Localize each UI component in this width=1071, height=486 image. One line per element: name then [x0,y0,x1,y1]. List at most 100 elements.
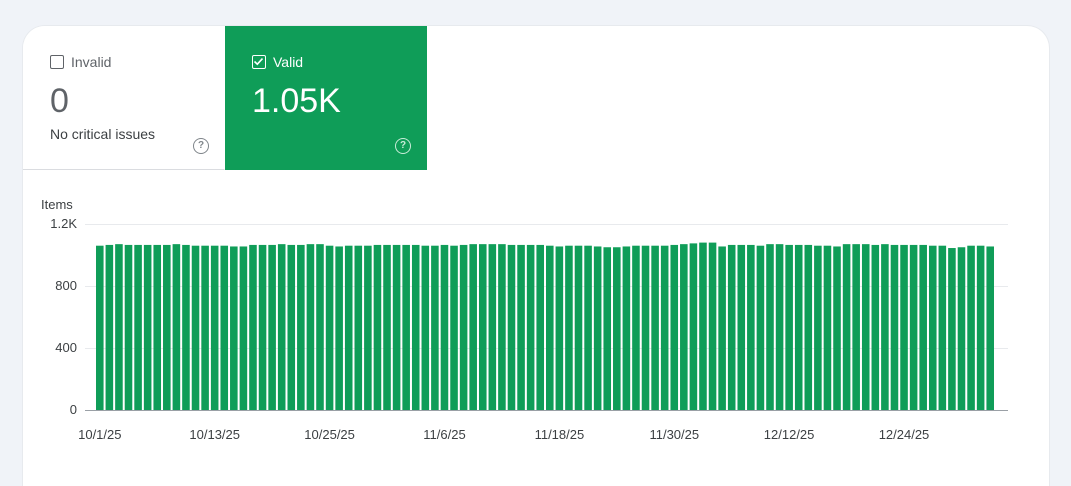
bar[interactable] [478,244,487,410]
bar[interactable] [900,244,908,410]
bar[interactable] [565,245,573,410]
bar[interactable] [546,245,554,410]
bar[interactable] [842,244,851,410]
bar[interactable] [967,245,975,410]
bar[interactable] [364,245,372,410]
bar[interactable] [411,244,420,410]
bar[interactable] [727,244,736,410]
bar[interactable] [861,244,870,410]
bar[interactable] [737,244,746,410]
bar[interactable] [660,245,669,410]
bar[interactable] [220,245,229,410]
bar[interactable] [785,244,793,410]
bar[interactable] [383,244,391,410]
bar[interactable] [143,244,152,410]
bar[interactable] [115,244,123,410]
bar[interactable] [517,244,525,410]
bar[interactable] [268,244,276,410]
bar[interactable] [344,245,353,410]
bar[interactable] [775,244,784,410]
bar[interactable] [957,247,966,410]
bar[interactable] [249,244,257,410]
bar[interactable] [277,244,286,410]
bar[interactable] [833,246,841,410]
bar[interactable] [421,245,430,410]
bar[interactable] [593,246,602,410]
bar[interactable] [603,247,612,410]
bar[interactable] [498,244,506,410]
bar[interactable] [948,248,956,410]
bar[interactable] [536,244,544,410]
bar[interactable] [747,244,755,410]
bar[interactable] [680,244,688,410]
bar[interactable] [163,244,171,410]
bar[interactable] [555,246,564,410]
bar[interactable] [938,245,947,410]
bar[interactable] [96,245,104,410]
bar[interactable] [919,244,927,410]
bar[interactable] [258,244,267,410]
bar[interactable] [699,242,707,410]
bar[interactable] [239,246,248,410]
invalid-tile[interactable]: Invalid 0 No critical issues ? [23,26,225,170]
bar[interactable] [852,244,860,410]
bar[interactable] [440,244,449,410]
bar[interactable] [507,244,516,410]
bar[interactable] [584,245,592,410]
bar[interactable] [134,244,142,410]
bar[interactable] [373,244,382,410]
bar[interactable] [469,244,477,410]
question-circle-icon[interactable]: ? [395,138,411,154]
question-circle-icon[interactable]: ? [193,138,209,154]
bar[interactable] [201,245,209,410]
bar[interactable] [392,244,401,410]
bar[interactable] [574,245,583,410]
bar[interactable] [191,245,200,410]
bar[interactable] [488,244,497,410]
invalid-checkbox[interactable] [50,55,64,69]
bar[interactable] [641,245,650,410]
bar[interactable] [172,244,181,410]
bar[interactable] [670,244,679,410]
bar[interactable] [708,242,717,410]
bar[interactable] [909,244,918,410]
bar[interactable] [316,244,324,410]
valid-tile[interactable]: Valid 1.05K ? [225,26,427,170]
bar[interactable] [459,244,468,410]
valid-checkbox[interactable] [252,55,266,69]
bar[interactable] [325,245,334,410]
bar[interactable] [814,245,822,410]
bar[interactable] [890,244,899,410]
bar[interactable] [105,244,114,410]
bar[interactable] [622,246,631,410]
bar[interactable] [450,245,458,410]
bar[interactable] [182,244,190,410]
bar[interactable] [526,244,535,410]
bar[interactable] [651,245,659,410]
bar[interactable] [976,245,985,410]
bar[interactable] [306,244,315,410]
bar[interactable] [756,245,765,410]
bar[interactable] [718,246,726,410]
bar[interactable] [402,244,410,410]
bar[interactable] [689,243,698,411]
bar[interactable] [794,244,803,410]
bar[interactable] [823,245,832,410]
bar[interactable] [124,244,133,410]
bar[interactable] [986,246,994,410]
bar[interactable] [297,244,305,410]
bar[interactable] [287,244,296,410]
bar[interactable] [210,245,219,410]
bar[interactable] [431,245,439,410]
bar[interactable] [881,244,889,410]
bar[interactable] [230,246,238,410]
bar[interactable] [928,245,937,410]
bar[interactable] [354,245,363,410]
bar[interactable] [153,244,162,410]
bar[interactable] [632,245,640,410]
bar[interactable] [804,244,813,410]
bar[interactable] [871,244,880,410]
bar[interactable] [766,244,774,410]
bar[interactable] [335,246,343,410]
bar[interactable] [613,247,621,410]
